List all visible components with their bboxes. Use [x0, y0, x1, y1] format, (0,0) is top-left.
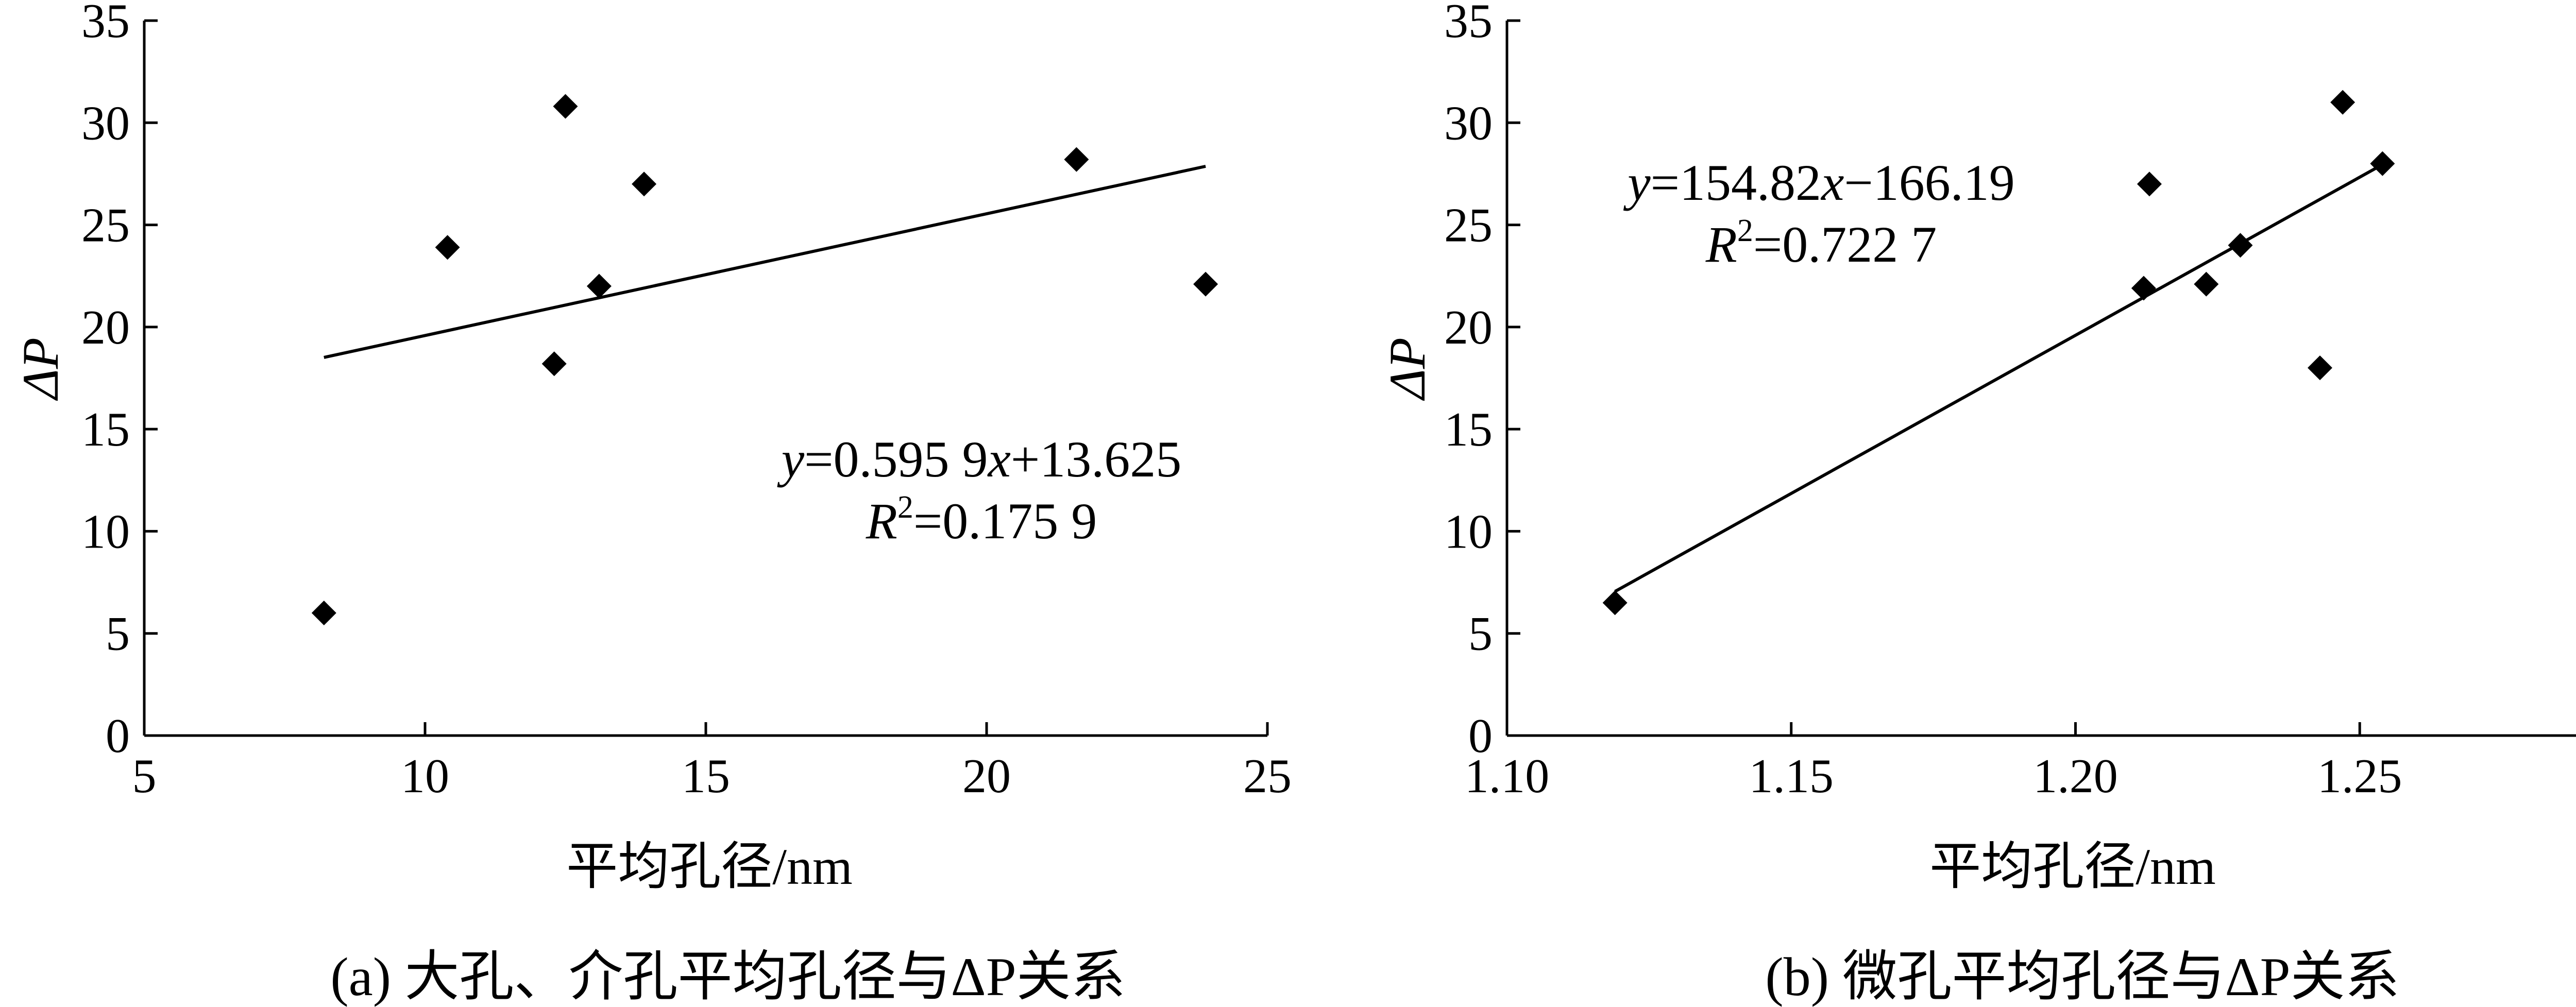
data-point: [2330, 90, 2355, 115]
equation-a: y=0.595 9x+13.625: [777, 431, 1182, 488]
x-tick-labels-a: 5 10 15 20 25: [132, 749, 1292, 803]
data-point: [586, 274, 612, 299]
trendline-a: [324, 164, 1206, 359]
x-tick-labels-b: 1.101.151.201.251.30: [1465, 749, 2402, 803]
y-tick-label: 25: [81, 199, 130, 252]
data-points-a: [311, 94, 1218, 626]
x-tick-label: 1.10: [1465, 749, 1550, 803]
x-axis-label-b: 平均孔径/nm: [1929, 838, 2216, 895]
y-tick-label: 10: [81, 505, 130, 558]
trendline: [1614, 163, 2383, 593]
equation-b: y=154.82x−166.19: [1623, 154, 2015, 211]
y-tick-label: 5: [1468, 607, 1493, 661]
data-point: [2137, 172, 2162, 197]
y-tick-label: 10: [1444, 505, 1493, 558]
data-point: [541, 351, 567, 377]
data-point: [1193, 271, 1218, 297]
y-tick-label: 25: [1444, 199, 1493, 252]
caption-a: (a) 大孔、介孔平均孔径与ΔP关系: [330, 947, 1125, 1007]
data-point: [2131, 276, 2156, 301]
y-tick-labels-b: 0 5 10 15 20 25 30 35: [1444, 0, 1493, 763]
axes-a: [143, 19, 1269, 737]
x-tick-label: 25: [1243, 749, 1292, 803]
y-tick-label: 0: [106, 709, 130, 763]
y-tick-label: 5: [106, 607, 130, 661]
x-tick-label: 15: [682, 749, 730, 803]
y-tick-label: 0: [1468, 709, 1493, 763]
trendline: [324, 164, 1206, 359]
y-tick-label: 20: [1444, 301, 1493, 354]
data-point: [632, 172, 657, 197]
axes-b: [1505, 19, 2576, 737]
data-point: [1602, 590, 1628, 616]
x-axis-label-a: 平均孔径/nm: [566, 838, 853, 895]
data-point: [2308, 355, 2333, 381]
y-tick-label: 30: [1444, 96, 1493, 150]
x-tick-label: 20: [962, 749, 1011, 803]
x-tick-label: 1.15: [1749, 749, 1834, 803]
data-points-b: [1602, 90, 2395, 616]
data-point: [2370, 151, 2395, 176]
x-tick-label: 1.25: [2317, 749, 2402, 803]
y-axis-label-b: ΔP: [1379, 337, 1436, 401]
caption-b: (b) 微孔平均孔径与ΔP关系: [1765, 947, 2399, 1007]
y-tick-label: 30: [81, 96, 130, 150]
y-tick-labels-a: 0 5 10 15 20 25 30 35: [81, 0, 130, 763]
y-tick-label: 35: [1444, 0, 1493, 48]
x-tick-label: 10: [401, 749, 449, 803]
y-tick-label: 15: [81, 403, 130, 456]
data-point: [435, 235, 460, 260]
data-point: [553, 94, 578, 119]
y-tick-label: 15: [1444, 403, 1493, 456]
x-tick-label: 1.20: [2033, 749, 2118, 803]
y-tick-label: 35: [81, 0, 130, 48]
trendline-b: [1614, 163, 2383, 593]
r-squared-b: R2=0.722 7: [1705, 213, 1937, 273]
data-point: [1064, 147, 1089, 172]
x-tick-label: 5: [132, 749, 157, 803]
data-point: [311, 601, 336, 626]
y-axis-label-a: ΔP: [12, 337, 69, 401]
y-tick-label: 20: [81, 301, 130, 354]
r-squared-a: R2=0.175 9: [866, 490, 1097, 550]
data-point: [2228, 233, 2253, 258]
data-point: [2194, 271, 2219, 297]
